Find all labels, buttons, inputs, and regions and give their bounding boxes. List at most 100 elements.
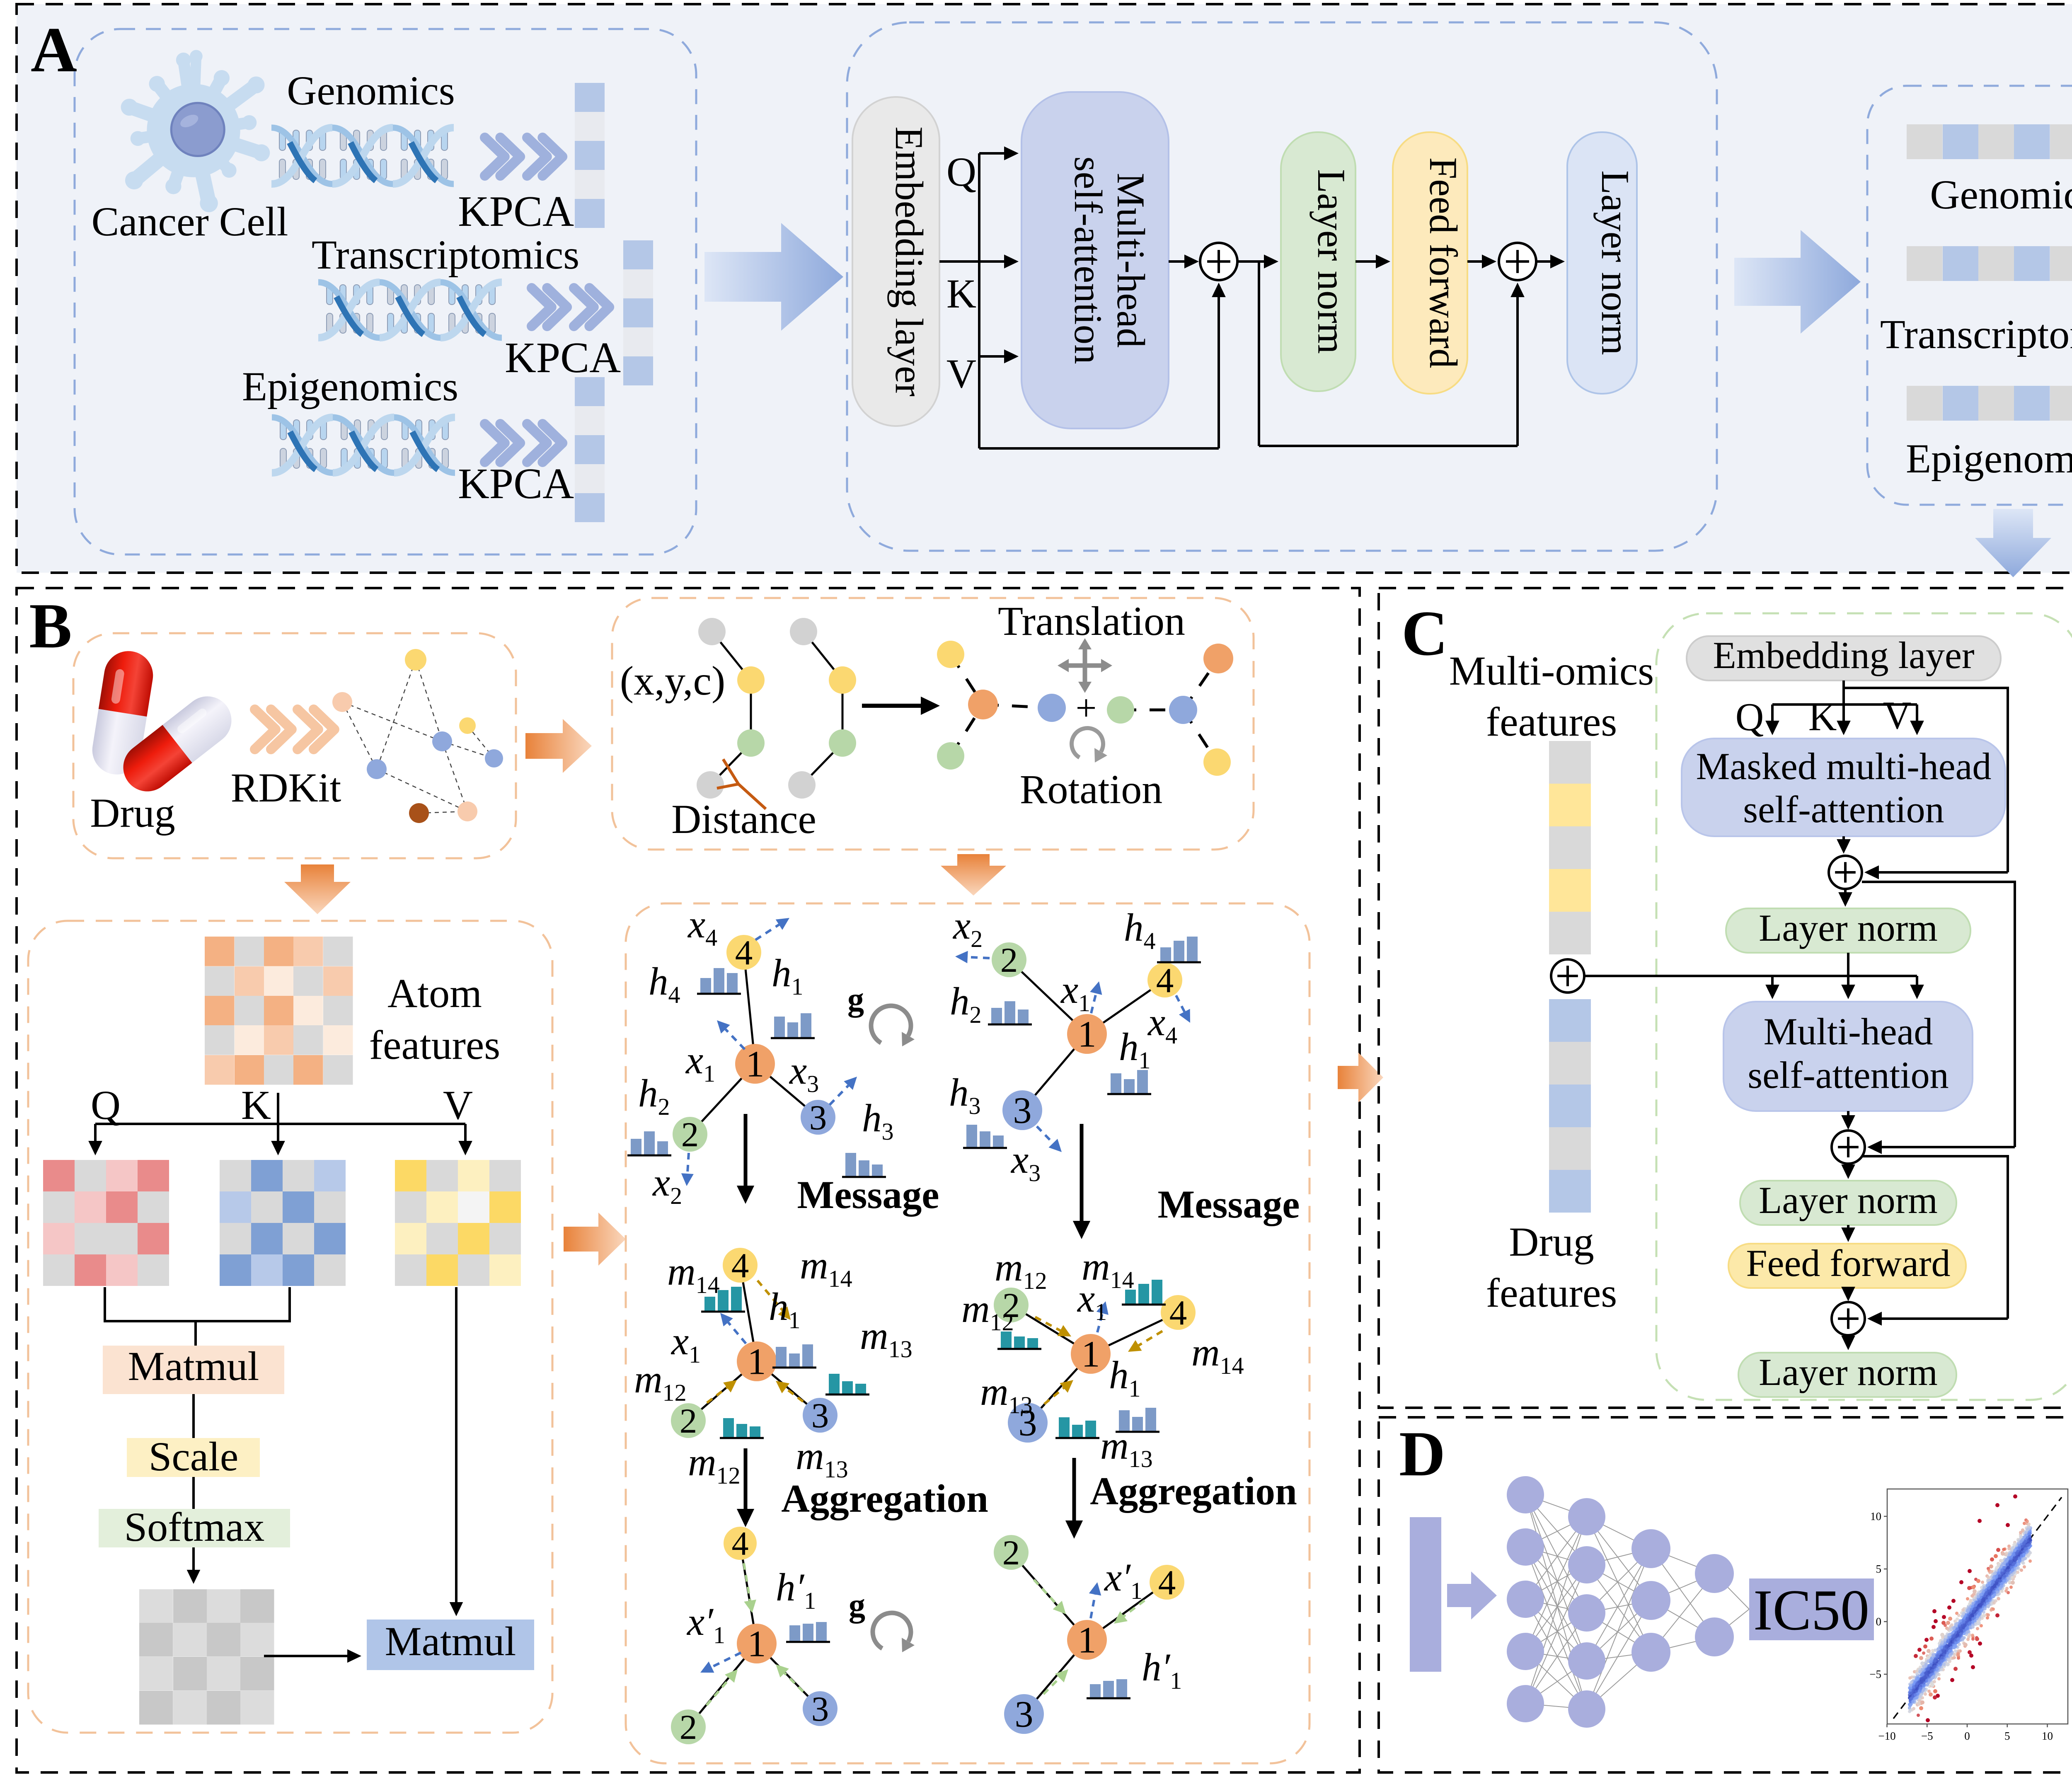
svg-text:IC50: IC50	[1753, 1578, 1869, 1642]
svg-text:3: 3	[809, 1098, 827, 1137]
svg-text:−5: −5	[1869, 1668, 1881, 1680]
svg-text:features: features	[369, 1022, 500, 1068]
svg-text:x3: x3	[789, 1048, 819, 1097]
svg-text:3: 3	[1015, 1694, 1034, 1735]
svg-text:Epigenomics: Epigenomics	[1906, 436, 2072, 482]
svg-text:Epigenomics: Epigenomics	[242, 363, 458, 409]
svg-text:Scale: Scale	[149, 1433, 239, 1479]
svg-text:Distance: Distance	[671, 796, 816, 842]
svg-text:0: 0	[1876, 1615, 1882, 1628]
svg-text:4: 4	[732, 1525, 749, 1562]
svg-text:h1: h1	[769, 1285, 801, 1334]
svg-text:Layer norm: Layer norm	[1759, 1351, 1938, 1393]
svg-text:g: g	[847, 981, 864, 1018]
svg-text:+: +	[1076, 688, 1097, 729]
svg-text:m13: m13	[980, 1370, 1033, 1419]
svg-text:2: 2	[1000, 941, 1018, 980]
svg-text:2: 2	[680, 1402, 697, 1440]
svg-text:Genomics: Genomics	[1930, 172, 2072, 218]
svg-text:Multi-head: Multi-head	[1109, 173, 1153, 348]
svg-text:Masked multi-head: Masked multi-head	[1696, 745, 1992, 787]
svg-text:Multi-head: Multi-head	[1764, 1010, 1933, 1053]
svg-text:KPCA: KPCA	[458, 187, 574, 235]
svg-text:1: 1	[746, 1044, 765, 1085]
svg-text:Feed forward: Feed forward	[1746, 1242, 1950, 1284]
svg-text:Transcriptomics: Transcriptomics	[312, 232, 579, 278]
svg-text:Layer norm: Layer norm	[1310, 169, 1353, 354]
svg-text:m13: m13	[1100, 1424, 1153, 1472]
svg-text:h′1: h′1	[776, 1565, 816, 1614]
svg-text:2: 2	[1002, 1286, 1020, 1325]
svg-text:5: 5	[1876, 1563, 1882, 1575]
svg-text:V: V	[443, 1082, 473, 1128]
svg-text:(x,y,c): (x,y,c)	[620, 658, 726, 704]
svg-text:features: features	[1486, 1270, 1617, 1316]
svg-text:Q: Q	[946, 149, 976, 195]
svg-text:features: features	[1486, 699, 1617, 745]
svg-text:KPCA: KPCA	[458, 459, 574, 508]
svg-text:m12: m12	[995, 1245, 1047, 1294]
svg-text:g: g	[849, 1587, 865, 1624]
svg-text:3: 3	[811, 1396, 829, 1435]
svg-text:h2: h2	[950, 979, 982, 1028]
svg-text:K: K	[241, 1082, 271, 1128]
svg-text:x4: x4	[687, 902, 717, 951]
svg-text:m14: m14	[1082, 1244, 1134, 1293]
svg-text:3: 3	[1019, 1403, 1037, 1444]
svg-text:2: 2	[681, 1115, 699, 1154]
svg-text:self-attention: self-attention	[1748, 1054, 1949, 1096]
svg-text:x4: x4	[1147, 1000, 1177, 1049]
svg-text:10: 10	[2042, 1730, 2053, 1742]
svg-text:Genomics: Genomics	[287, 68, 455, 114]
svg-text:1: 1	[1082, 1334, 1100, 1375]
svg-text:2: 2	[1002, 1533, 1020, 1572]
svg-text:4: 4	[1156, 961, 1174, 1000]
svg-text:Multi-omics: Multi-omics	[1449, 648, 1654, 694]
svg-text:Matmul: Matmul	[128, 1343, 259, 1389]
svg-text:K: K	[1808, 695, 1837, 739]
svg-text:Matmul: Matmul	[385, 1618, 516, 1664]
svg-text:C: C	[1402, 598, 1448, 669]
svg-text:Layer norm: Layer norm	[1593, 170, 1637, 355]
svg-text:10: 10	[1870, 1510, 1881, 1523]
svg-text:m14: m14	[800, 1243, 852, 1292]
svg-text:m12: m12	[961, 1287, 1014, 1336]
svg-text:Drug: Drug	[1509, 1219, 1594, 1265]
svg-text:Q: Q	[91, 1082, 121, 1128]
svg-text:0: 0	[1964, 1730, 1970, 1742]
svg-text:K: K	[946, 271, 976, 317]
svg-text:4: 4	[735, 933, 753, 972]
svg-text:1: 1	[1078, 1014, 1097, 1055]
svg-text:m13: m13	[860, 1314, 913, 1363]
svg-text:Embedding layer: Embedding layer	[887, 126, 931, 397]
svg-text:Translation: Translation	[998, 598, 1185, 644]
svg-text:Q: Q	[1736, 695, 1764, 739]
svg-text:3: 3	[811, 1690, 829, 1729]
svg-text:V: V	[946, 351, 976, 397]
svg-text:−5: −5	[1921, 1730, 1933, 1742]
svg-text:1: 1	[1078, 1620, 1097, 1661]
svg-text:h1: h1	[772, 951, 804, 1000]
svg-text:Embedding layer: Embedding layer	[1713, 634, 1974, 676]
svg-text:RDKit: RDKit	[231, 765, 341, 811]
svg-text:Aggregation: Aggregation	[781, 1477, 988, 1520]
svg-text:V: V	[1883, 693, 1912, 737]
svg-text:A: A	[31, 14, 77, 85]
svg-text:Layer norm: Layer norm	[1759, 907, 1938, 949]
svg-text:4: 4	[1158, 1563, 1176, 1602]
svg-text:Message: Message	[1158, 1182, 1300, 1226]
svg-text:self-attention: self-attention	[1066, 156, 1110, 364]
svg-text:3: 3	[1013, 1090, 1032, 1131]
svg-text:Message: Message	[797, 1173, 939, 1217]
svg-text:4: 4	[731, 1246, 749, 1285]
svg-text:KPCA: KPCA	[505, 333, 621, 382]
svg-text:Atom: Atom	[387, 970, 482, 1016]
svg-text:Aggregation: Aggregation	[1090, 1469, 1297, 1513]
svg-text:B: B	[29, 590, 72, 661]
svg-text:D: D	[1399, 1418, 1445, 1489]
svg-text:1: 1	[748, 1624, 766, 1665]
svg-text:−10: −10	[1878, 1730, 1895, 1742]
svg-text:Feed forward: Feed forward	[1421, 157, 1465, 368]
svg-text:Cancer Cell: Cancer Cell	[92, 199, 288, 245]
svg-text:Layer norm: Layer norm	[1759, 1179, 1938, 1221]
